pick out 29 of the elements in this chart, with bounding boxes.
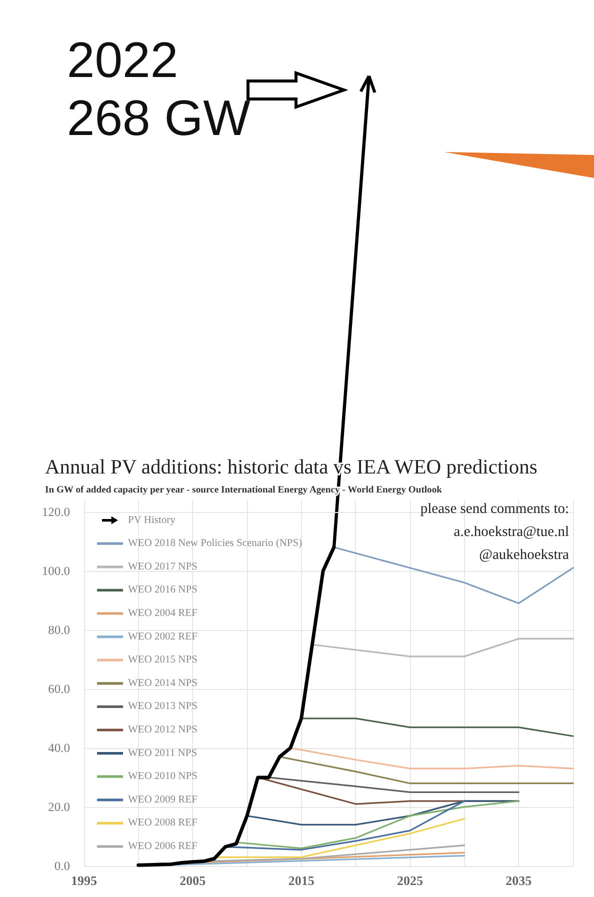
y-tick-label: 0.0: [54, 859, 70, 873]
legend-label: WEO 2014 NPS: [128, 678, 198, 689]
y-tick-label: 40.0: [48, 740, 70, 755]
legend-label: WEO 2017 NPS: [128, 561, 198, 572]
annotation: please send comments to: a.e.hoekstra@tue.nl @aukehoekstra: [420, 500, 569, 565]
x-tick-label: 2025: [397, 873, 424, 888]
legend-label: WEO 2011 NPS: [128, 748, 198, 759]
legend-label: WEO 2018 New Policies Scenario (NPS): [128, 538, 303, 550]
x-tick-label: 1995: [71, 873, 98, 888]
legend-label: PV History: [128, 514, 176, 526]
x-tick-label: 2015: [288, 873, 315, 888]
x-tick-label: 2035: [506, 873, 532, 888]
legend-label: WEO 2009 REF: [128, 794, 198, 806]
legend-label: WEO 2008 REF: [128, 818, 198, 829]
legend-label: WEO 2002 REF: [128, 631, 198, 642]
legend-label: WEO 2012 NPS: [128, 724, 198, 736]
y-tick-label: 120.0: [42, 504, 70, 519]
legend-label: WEO 2016 NPS: [128, 584, 198, 596]
y-tick-label: 20.0: [48, 800, 70, 814]
legend-label: WEO 2010 NPS: [128, 771, 198, 782]
legend-label: WEO 2006 REF: [128, 841, 198, 852]
x-tick-label: 2005: [180, 873, 206, 888]
y-tick-label: 60.0: [48, 682, 70, 696]
legend-label: WEO 2004 REF: [128, 608, 198, 620]
y-tick-label: 100.0: [42, 564, 70, 578]
y-tick-label: 80.0: [48, 622, 70, 637]
legend-label: WEO 2013 NPS: [128, 701, 198, 712]
legend-label: WEO 2015 NPS: [128, 654, 198, 666]
text: 2022 268 GW: [66, 31, 250, 147]
